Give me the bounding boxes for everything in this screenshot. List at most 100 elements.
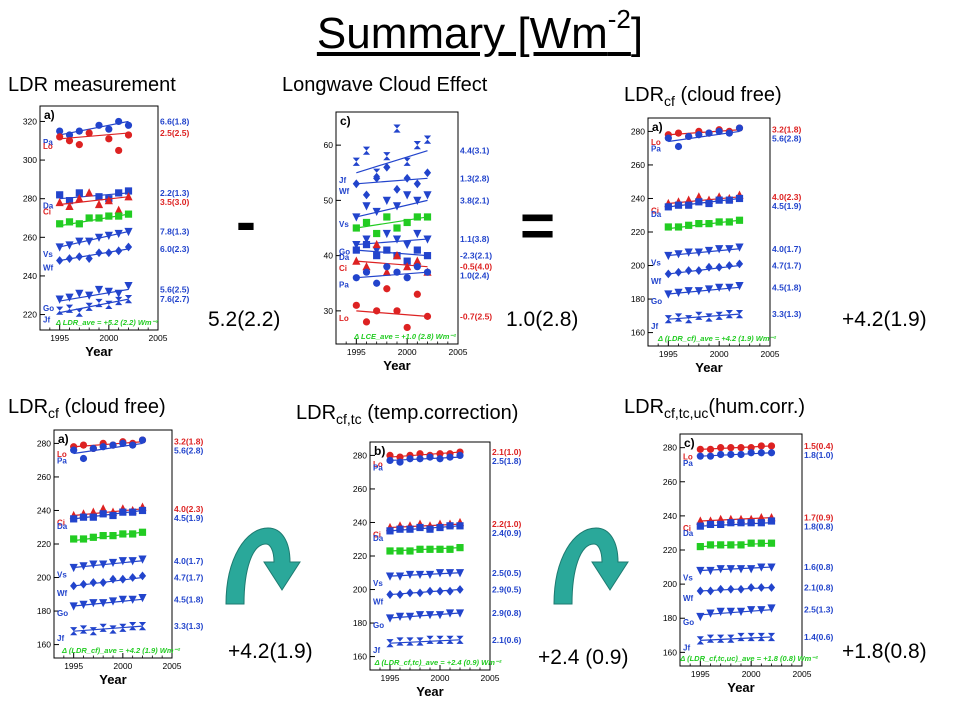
series-name-label: Ci bbox=[651, 207, 659, 216]
data-point bbox=[85, 237, 94, 246]
trend-value-label: 3.8(2.1) bbox=[460, 195, 489, 205]
data-point bbox=[105, 300, 113, 309]
series-vs bbox=[385, 569, 465, 581]
x-axis-label: Year bbox=[416, 684, 443, 699]
plot-frame bbox=[369, 441, 491, 671]
panel-label: a) bbox=[44, 108, 55, 122]
data-point bbox=[393, 307, 401, 315]
data-point bbox=[89, 578, 97, 587]
data-point bbox=[95, 193, 103, 201]
data-point bbox=[89, 627, 97, 636]
data-point bbox=[392, 235, 402, 244]
trend-value-label: 1.4(0.6) bbox=[804, 632, 833, 642]
series-name-label: Vs bbox=[339, 220, 349, 229]
series-name-label: Lo bbox=[373, 460, 383, 469]
data-point bbox=[715, 196, 723, 204]
series-name-label: Pa bbox=[57, 456, 67, 465]
data-point bbox=[416, 637, 424, 646]
data-point bbox=[119, 623, 127, 632]
data-point bbox=[352, 256, 361, 265]
data-point bbox=[704, 246, 714, 256]
data-point bbox=[373, 229, 381, 238]
data-point bbox=[695, 311, 703, 320]
data-point bbox=[396, 458, 404, 466]
data-point bbox=[706, 566, 715, 576]
y-tick-label: 220 bbox=[663, 545, 677, 555]
series-name-label: Ci bbox=[43, 207, 51, 216]
data-point bbox=[747, 632, 755, 642]
data-point bbox=[395, 572, 405, 581]
series-vs bbox=[55, 227, 133, 252]
data-point bbox=[664, 315, 672, 324]
data-point bbox=[413, 256, 422, 265]
data-point bbox=[65, 241, 74, 250]
trend-value-label: 3.2(1.8) bbox=[772, 125, 801, 135]
data-point bbox=[726, 607, 735, 617]
data-point bbox=[685, 132, 693, 141]
data-point bbox=[747, 444, 755, 452]
data-point bbox=[65, 293, 74, 302]
data-point bbox=[393, 224, 401, 232]
series-name-label: Ci bbox=[683, 524, 691, 533]
data-point bbox=[423, 191, 432, 200]
trend-summary-label: Δ LCE_ave = +1.0 (2.8) Wm⁻² bbox=[353, 332, 456, 341]
data-point bbox=[706, 452, 715, 460]
y-tick-label: 280 bbox=[663, 443, 677, 453]
data-point bbox=[352, 301, 360, 309]
data-point bbox=[79, 535, 88, 543]
data-point bbox=[725, 129, 733, 137]
data-point bbox=[109, 441, 117, 449]
data-point bbox=[94, 285, 104, 295]
series-name-label: Lo bbox=[651, 138, 661, 147]
data-point bbox=[105, 125, 113, 133]
series-name-label: Vs bbox=[373, 579, 383, 588]
series-name-label: Ci bbox=[57, 519, 65, 528]
data-point bbox=[747, 565, 756, 574]
result-ldr-cf-tc: +2.4 (0.9) bbox=[538, 646, 629, 669]
data-point bbox=[423, 252, 432, 260]
data-point bbox=[735, 310, 744, 319]
series-da bbox=[386, 522, 464, 535]
data-point bbox=[717, 444, 725, 452]
page-title: Summary [Wm-2] bbox=[0, 4, 960, 59]
data-point bbox=[715, 245, 724, 254]
data-point bbox=[413, 213, 421, 221]
data-point bbox=[396, 637, 404, 646]
trend-value-label: 2.9(0.8) bbox=[492, 608, 521, 618]
data-point bbox=[70, 535, 78, 543]
data-point bbox=[406, 455, 414, 463]
trend-line bbox=[389, 639, 461, 644]
data-point bbox=[385, 614, 395, 623]
data-point bbox=[727, 634, 735, 643]
y-tick-label: 160 bbox=[663, 647, 677, 657]
data-point bbox=[425, 611, 435, 620]
y-tick-label: 220 bbox=[353, 551, 367, 561]
data-point bbox=[138, 436, 147, 444]
data-point bbox=[416, 450, 424, 458]
series-name-label: Lo bbox=[43, 142, 53, 151]
series-name-label: Ci bbox=[373, 531, 381, 540]
series-name-label: Go bbox=[43, 304, 54, 313]
data-point bbox=[75, 141, 83, 149]
data-point bbox=[114, 289, 123, 298]
trend-value-label: 4.5(1.9) bbox=[772, 201, 801, 211]
minus-operator: - bbox=[236, 188, 256, 255]
data-point bbox=[99, 532, 107, 540]
result-ldr-cf-tc-uc: +1.8(0.8) bbox=[842, 640, 927, 663]
data-point bbox=[383, 246, 391, 254]
y-tick-label: 260 bbox=[663, 477, 677, 487]
data-point bbox=[456, 522, 464, 530]
data-point bbox=[373, 252, 381, 260]
series-wf bbox=[386, 585, 464, 599]
y-tick-label: 240 bbox=[353, 517, 367, 527]
x-axis-label: Year bbox=[99, 672, 126, 687]
caption-base: LDR bbox=[8, 396, 49, 418]
trend-value-label: 2.5(1.8) bbox=[492, 456, 521, 466]
data-point bbox=[119, 574, 127, 584]
data-point bbox=[89, 444, 97, 453]
result-ldr-cf-bottom: +4.2(1.9) bbox=[228, 640, 313, 663]
data-point bbox=[696, 445, 704, 453]
data-point bbox=[75, 127, 83, 135]
data-point bbox=[75, 220, 83, 228]
caption-base: LDR bbox=[624, 396, 665, 418]
